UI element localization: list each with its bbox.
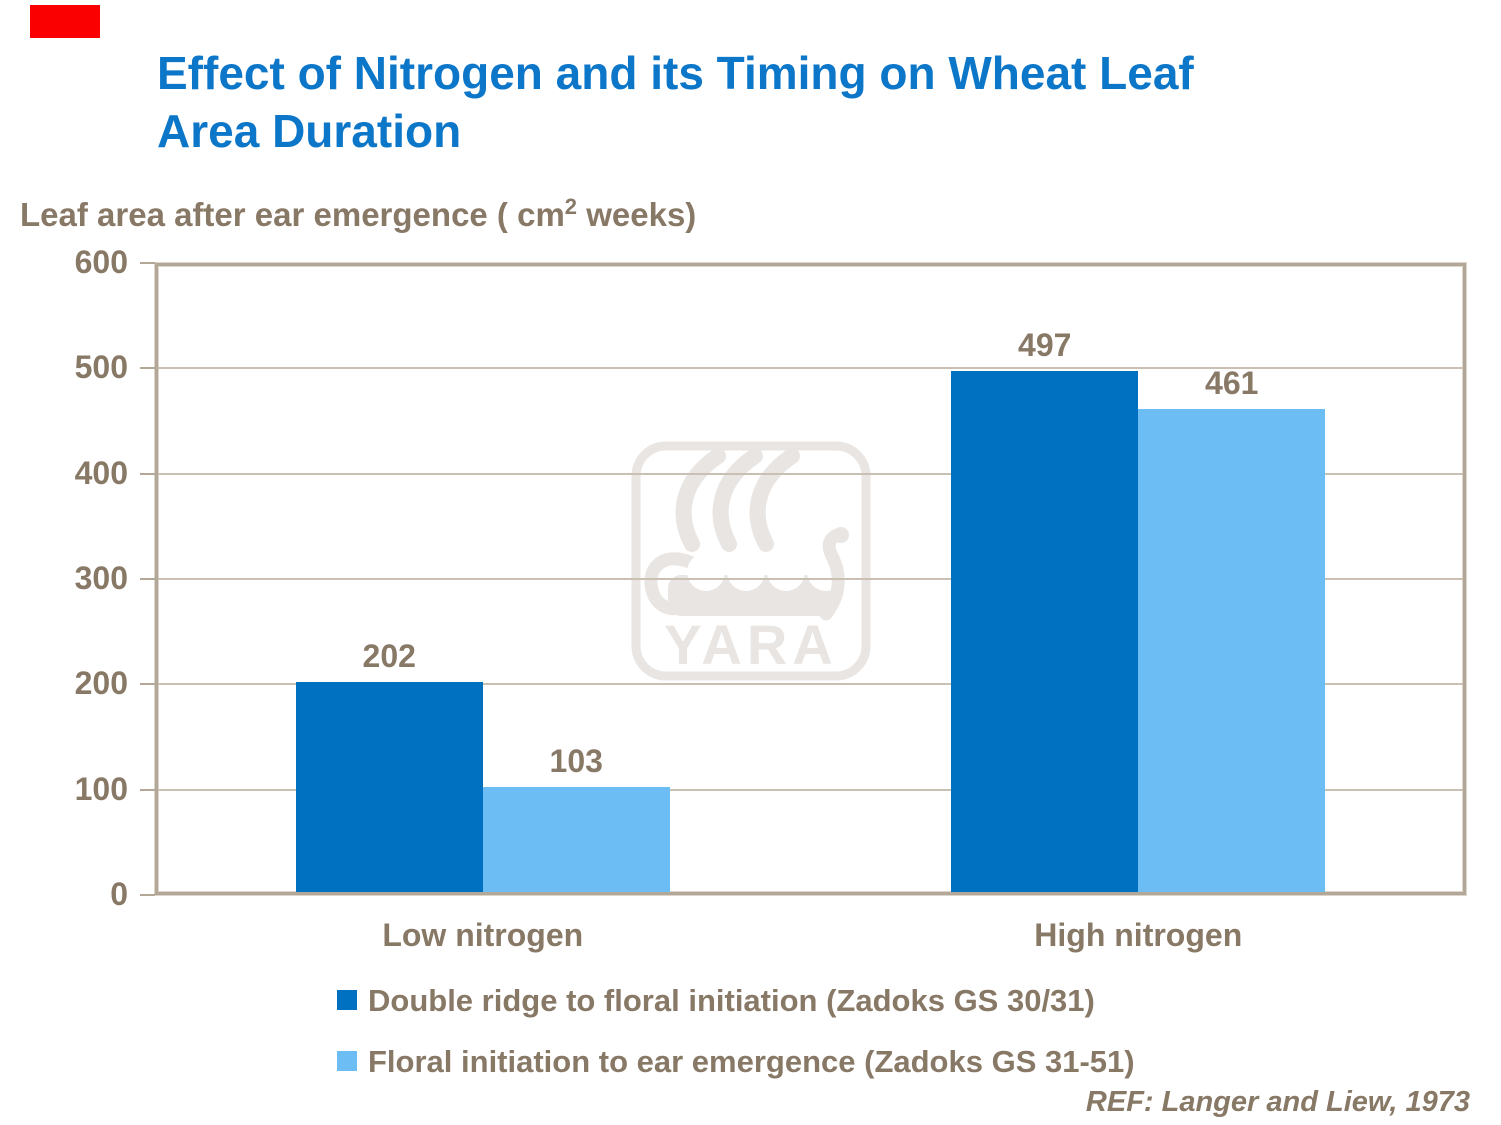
legend-item-series2: Floral initiation to ear emergence (Zado… — [337, 1043, 1135, 1081]
y-tick-label-100: 100 — [74, 770, 128, 807]
y-axis-title-text: Leaf area after ear emergence ( cm — [20, 196, 565, 233]
x-axis-label-high-nitrogen: High nitrogen — [1034, 917, 1243, 953]
legend-label-series1: Double ridge to floral initiation (Zadok… — [368, 983, 1095, 1018]
gridline-500 — [158, 367, 1463, 370]
y-tick-300 — [140, 578, 155, 580]
legend-item-series1: Double ridge to floral initiation (Zadok… — [337, 982, 1135, 1020]
bar-high-nitrogen-series2 — [1138, 409, 1326, 892]
y-tick-0 — [140, 894, 155, 896]
series1-swatch-icon — [337, 990, 357, 1010]
reference-citation: REF: Langer and Liew, 1973 — [1085, 1086, 1470, 1118]
data-label-497: 497 — [1018, 327, 1072, 364]
y-tick-label-200: 200 — [74, 665, 128, 702]
watermark-text: YARA — [664, 613, 838, 676]
y-tick-600 — [140, 262, 155, 264]
y-tick-label-400: 400 — [74, 454, 128, 491]
yara-watermark-logo: YARA — [631, 441, 871, 681]
y-tick-500 — [140, 367, 155, 370]
gridline-200 — [158, 683, 1463, 686]
watermark-border — [631, 441, 871, 681]
y-tick-label-500: 500 — [74, 349, 128, 386]
y-axis-title-superscript: 2 — [564, 194, 578, 219]
ship-sails-icon — [675, 448, 800, 552]
data-label-103: 103 — [549, 742, 603, 779]
y-tick-label-600: 600 — [74, 244, 128, 280]
bar-low-nitrogen-series2 — [482, 786, 670, 892]
data-label-461: 461 — [1205, 365, 1259, 402]
y-tick-400 — [140, 472, 155, 475]
gridline-100 — [158, 788, 1463, 791]
y-tick-label-300: 300 — [74, 560, 128, 596]
bar-high-nitrogen-series1 — [951, 371, 1139, 892]
chart-title: Effect of Nitrogen and its Timing on Whe… — [157, 47, 1194, 157]
y-tick-100 — [140, 788, 155, 791]
legend-label-series2: Floral initiation to ear emergence (Zado… — [368, 1044, 1135, 1079]
gridline-300 — [158, 578, 1463, 580]
y-tick-label-0: 0 — [110, 876, 128, 912]
ship-hull-icon — [644, 527, 849, 621]
gridline-400 — [158, 472, 1463, 475]
data-label-202: 202 — [362, 638, 416, 675]
x-axis-label-low-nitrogen: Low nitrogen — [382, 917, 584, 953]
y-tick-200 — [140, 683, 155, 686]
legend: Double ridge to floral initiation (Zadok… — [337, 982, 1135, 1104]
y-axis-title: Leaf area after ear emergence ( cm2 week… — [20, 194, 696, 234]
series2-swatch-icon — [337, 1051, 357, 1071]
y-axis-title-units: weeks) — [577, 196, 697, 233]
bar-low-nitrogen-series1 — [295, 682, 483, 892]
red-accent-flag — [30, 5, 100, 38]
plot-area — [155, 263, 1466, 895]
